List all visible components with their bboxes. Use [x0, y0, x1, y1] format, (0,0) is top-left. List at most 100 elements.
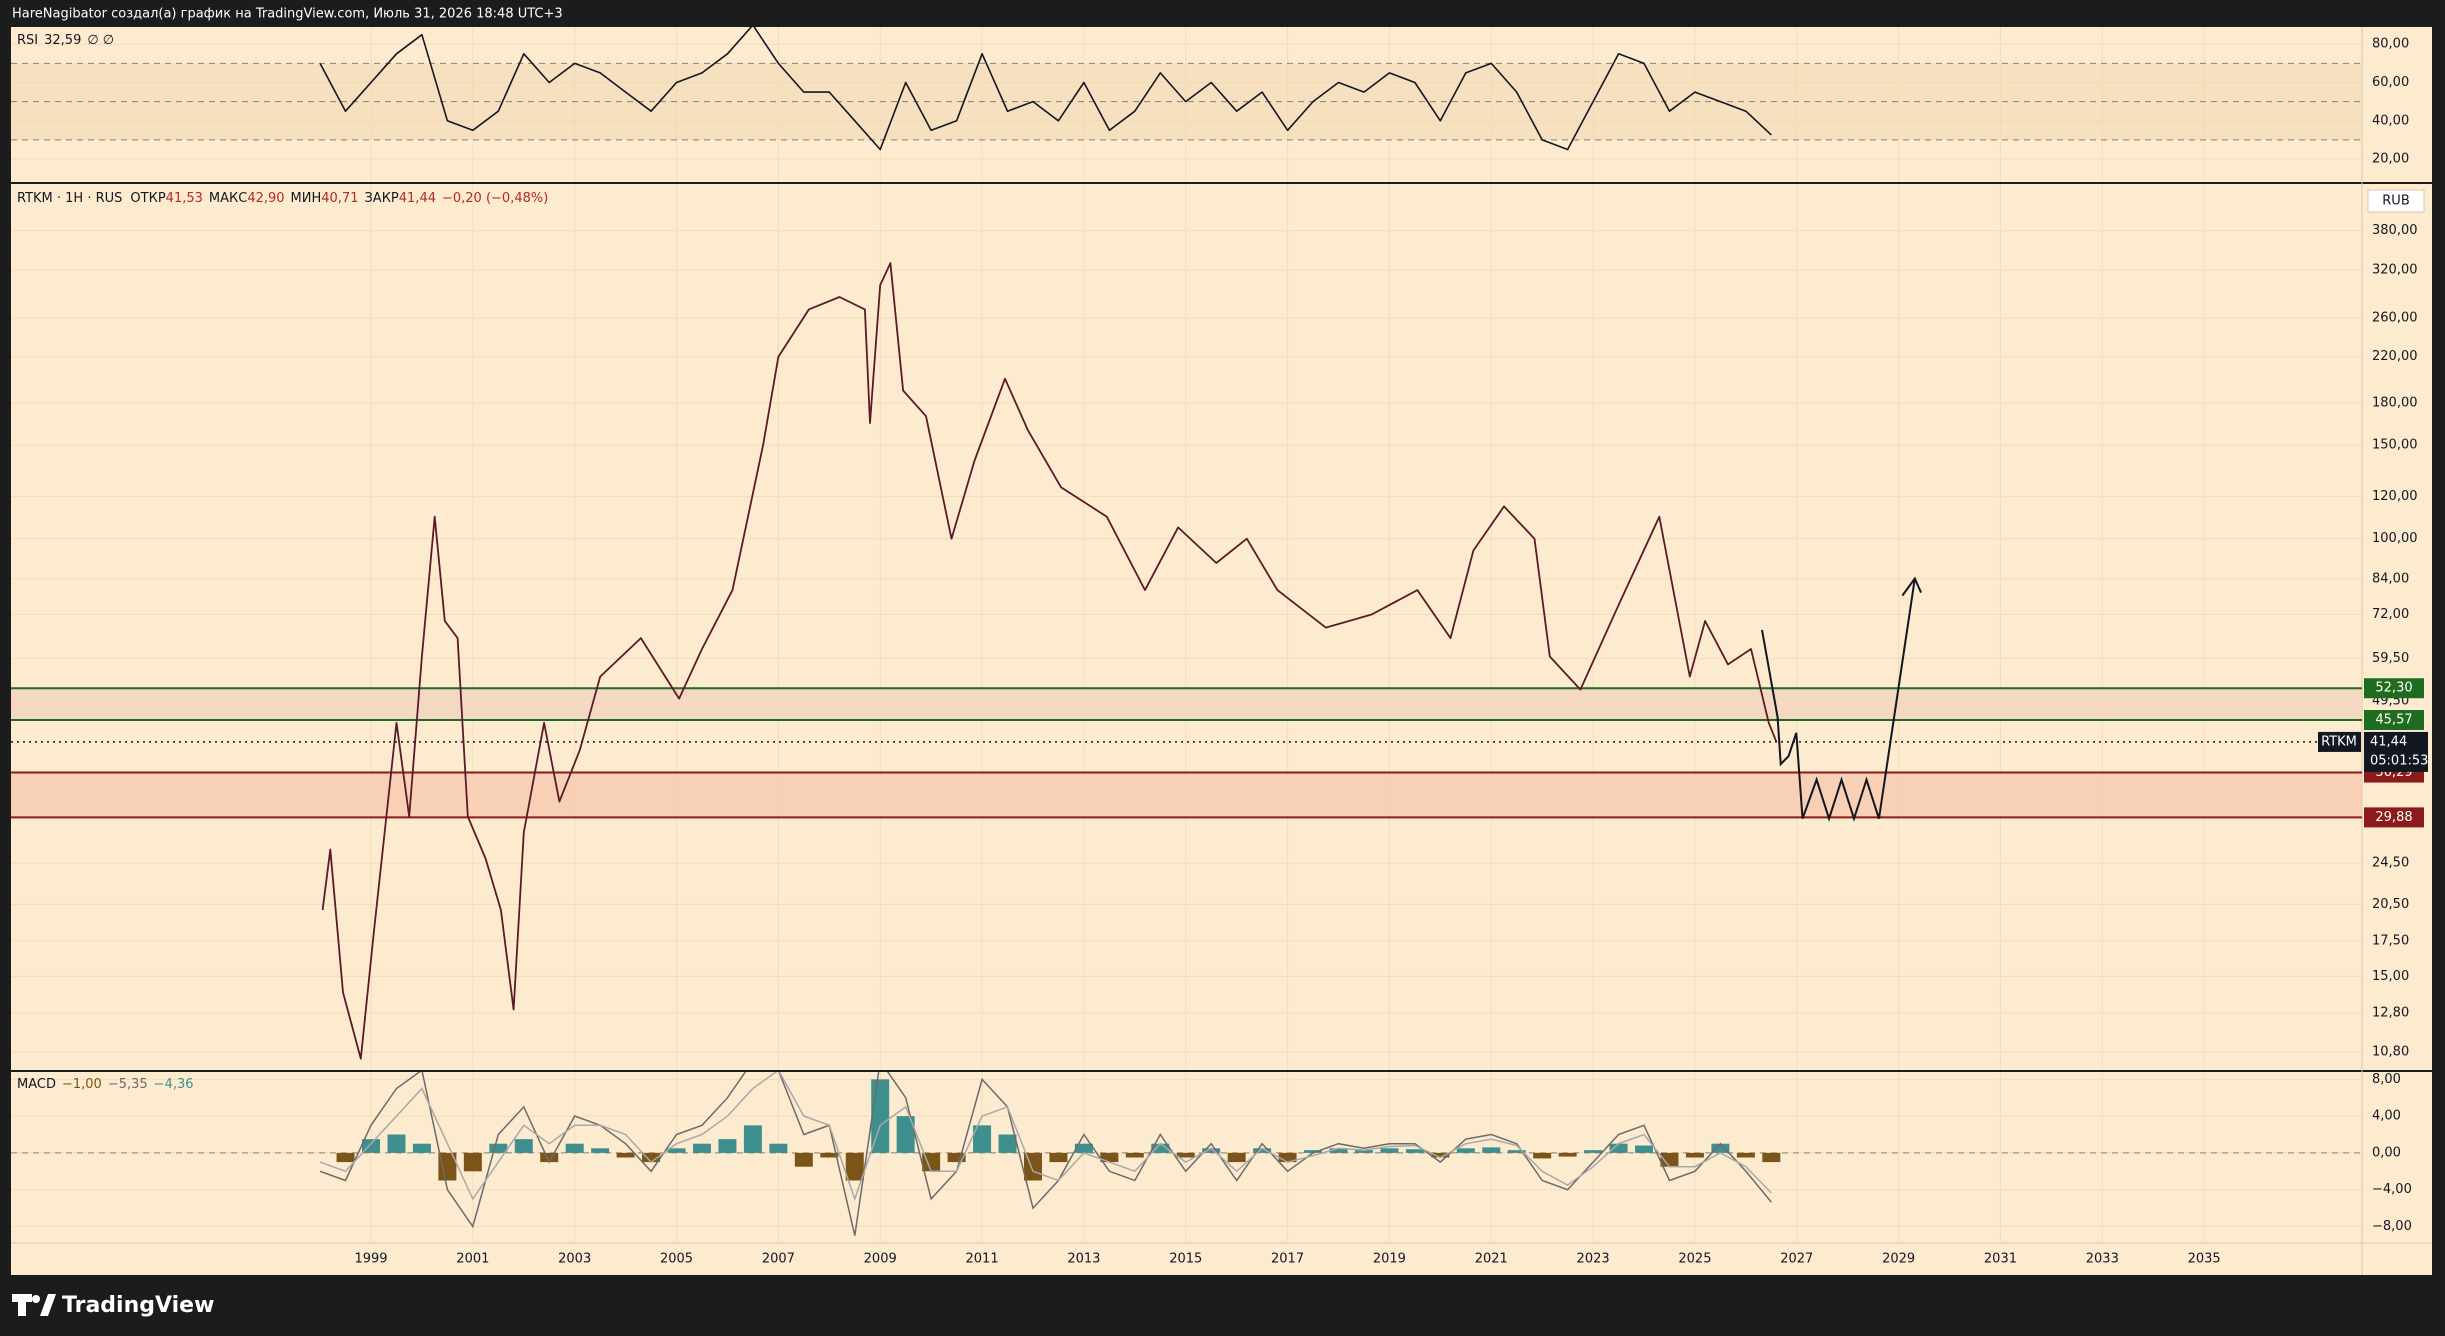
histogram-bar: [1125, 1152, 1144, 1158]
level-tag: [2364, 807, 2424, 828]
price-pane: [11, 184, 2432, 1070]
histogram-bar: [1253, 1148, 1272, 1153]
histogram-bar: [1354, 1150, 1373, 1153]
histogram-bar: [514, 1139, 533, 1153]
histogram-bar: [820, 1152, 839, 1158]
histogram-bar: [794, 1152, 813, 1167]
y-tick-label: 40,00: [2372, 113, 2409, 128]
histogram-bar: [1762, 1152, 1781, 1163]
histogram-bar: [489, 1143, 508, 1153]
price-legend: RTKM · 1H · RUS ОТКР41,53 МАКС42,90 МИН40,7…: [17, 191, 548, 206]
currency: RUB: [2382, 194, 2409, 209]
y-tick-label: 15,00: [2372, 969, 2409, 984]
ohlc-value: 41,44: [399, 191, 436, 206]
histogram-bar: [1482, 1147, 1501, 1153]
rsi-extra: ∅ ∅: [87, 33, 114, 48]
time-axis: [11, 1243, 2432, 1275]
level-label: 45,57: [2375, 713, 2412, 728]
y-tick-label: 100,00: [2372, 531, 2418, 546]
logo-slash: [40, 1294, 56, 1316]
rsi-title: RSI: [17, 33, 38, 48]
x-tick-label: 2035: [2188, 1252, 2221, 1267]
currency-box: [2367, 189, 2425, 213]
histogram-bar: [565, 1143, 584, 1153]
histogram-bar: [540, 1152, 559, 1163]
y-tick-label: 10,80: [2372, 1045, 2409, 1060]
x-tick-label: 2009: [864, 1252, 897, 1267]
price-plot: [11, 184, 2362, 1070]
level-label: 52,30: [2375, 681, 2412, 696]
histogram-bar: [1635, 1145, 1654, 1153]
symbol: RTKM · 1H · RUS: [17, 191, 122, 206]
y-tick-label: 0,00: [2372, 1145, 2401, 1160]
histogram-bar: [1405, 1149, 1424, 1153]
histogram-bar: [1685, 1152, 1704, 1158]
histogram-bar: [692, 1143, 711, 1153]
x-tick-label: 2011: [966, 1252, 999, 1267]
histogram-bar: [1329, 1148, 1348, 1153]
level-tag: [2364, 710, 2424, 731]
histogram-bar: [1711, 1143, 1730, 1153]
y-tick-label: 220,00: [2372, 349, 2418, 364]
histogram-bar: [1584, 1150, 1603, 1153]
symbol-label: RTKM: [2321, 734, 2357, 749]
signal-line: [319, 1072, 1772, 1202]
histogram-bar: [438, 1152, 457, 1181]
macd-line: [319, 1072, 1772, 1236]
axes: 80,00 60,00 40,00 20,00 380,00 320,00 260,00 22…: [354, 37, 2428, 1267]
y-tick-label: −4,00: [2372, 1182, 2412, 1197]
ohlc-value: 40,71: [321, 191, 358, 206]
y-tick-label: 20,50: [2372, 897, 2409, 912]
histogram-bar: [1074, 1143, 1093, 1153]
footer-logo: [12, 1294, 56, 1316]
y-tick-label: −8,00: [2372, 1219, 2412, 1234]
zone: [11, 688, 2362, 721]
x-tick-label: 2031: [1984, 1252, 2017, 1267]
countdown: 05:01:53: [2370, 753, 2428, 768]
y-tick-label: 8,00: [2372, 1072, 2401, 1087]
x-tick-label: 2029: [1882, 1252, 1915, 1267]
x-tick-label: 2003: [558, 1252, 591, 1267]
histogram-bar: [1176, 1152, 1195, 1158]
y-tick-label: 72,00: [2372, 607, 2409, 622]
y-tick-label: 20,00: [2372, 152, 2409, 167]
histogram-bar: [412, 1143, 431, 1153]
histogram-bar: [1202, 1148, 1221, 1153]
zone: [11, 772, 2362, 818]
macd-value: −1,00: [62, 1077, 102, 1092]
histogram-bar: [1609, 1143, 1628, 1153]
ohlc-key: МИН: [291, 191, 322, 206]
macd-title: MACD: [17, 1077, 56, 1092]
macd-value: −5,35: [108, 1077, 148, 1092]
x-tick-label: 2025: [1678, 1252, 1711, 1267]
x-tick-label: 2015: [1169, 1252, 1202, 1267]
histogram-bar: [1456, 1148, 1475, 1153]
price-line: [321, 262, 1778, 1060]
forecast-arrowhead: [1901, 576, 1922, 597]
histogram-bar: [336, 1152, 355, 1163]
x-tick-label: 2001: [456, 1252, 489, 1267]
ohlc-key: ОТКР: [130, 191, 165, 206]
price-tag: [2364, 731, 2428, 772]
histogram-bar: [947, 1152, 966, 1163]
macd-value: −4,36: [154, 1077, 194, 1092]
y-tick-label: 84,00: [2372, 571, 2409, 586]
histogram-bar: [718, 1139, 737, 1153]
y-tick-label: 24,50: [2372, 856, 2409, 871]
histogram-bar: [1507, 1150, 1526, 1153]
x-tick-label: 2033: [2086, 1252, 2119, 1267]
histogram-bar: [1431, 1152, 1450, 1158]
y-tick-label: 380,00: [2372, 223, 2418, 238]
histogram-bar: [1380, 1148, 1399, 1153]
y-tick-label: 260,00: [2372, 311, 2418, 326]
macd-legend: MACD −1,00 −5,35 −4,36: [17, 1077, 194, 1092]
y-tick-label: 17,50: [2372, 933, 2409, 948]
histogram-bar: [1660, 1152, 1679, 1167]
rsi-plot: [11, 27, 2362, 182]
histogram-bar: [642, 1152, 661, 1163]
x-tick-label: 2005: [660, 1252, 693, 1267]
level-tag: [2364, 678, 2424, 699]
histogram-bar: [1049, 1152, 1068, 1163]
